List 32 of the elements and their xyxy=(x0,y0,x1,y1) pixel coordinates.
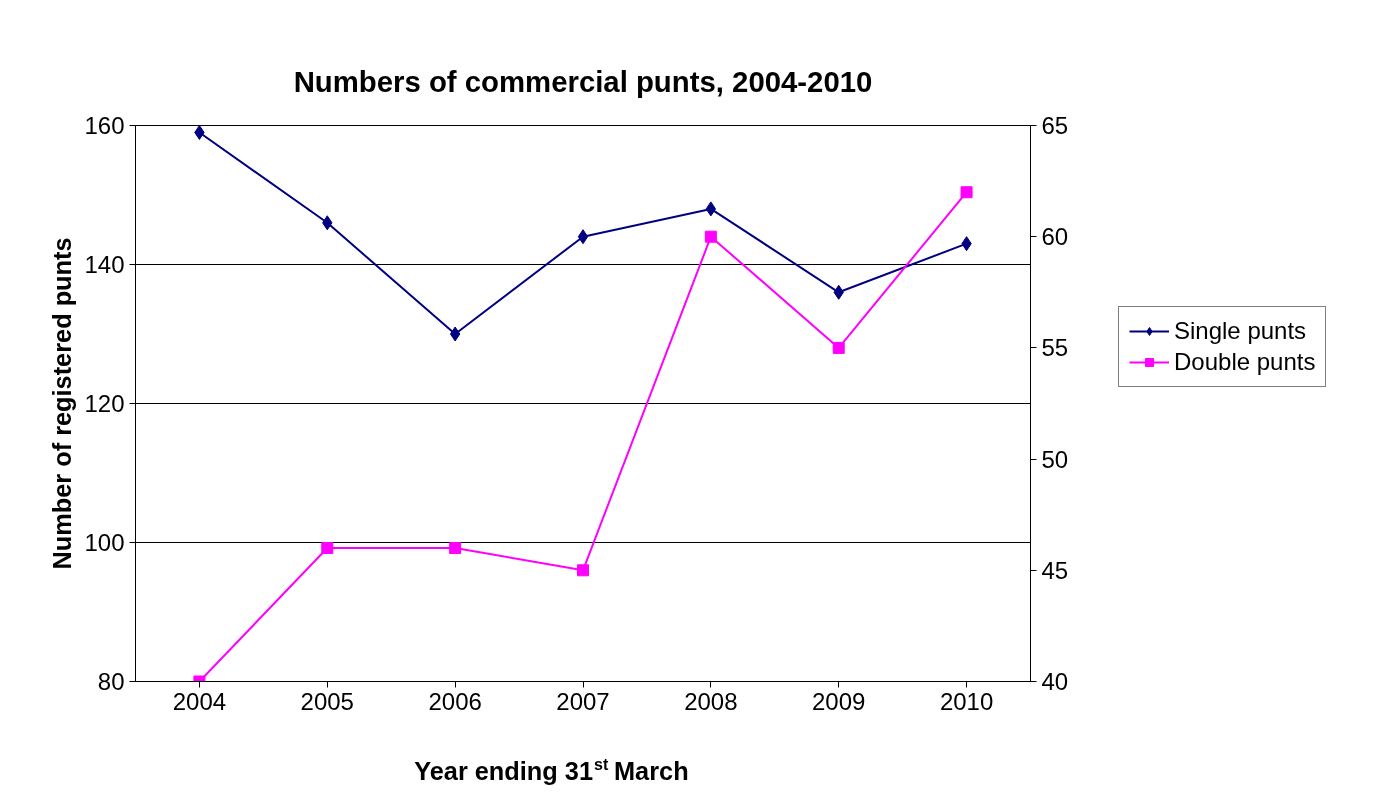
point xyxy=(704,230,717,243)
y-tick-label: 100 xyxy=(84,529,125,556)
point xyxy=(960,186,973,199)
y2-tick-label: 45 xyxy=(1041,556,1069,584)
x-tick-label: 2006 xyxy=(428,687,482,715)
x-tick-label: 2005 xyxy=(300,687,354,715)
point xyxy=(449,326,461,342)
y-tick-label: 120 xyxy=(84,390,125,417)
y-tick-label: 160 xyxy=(84,112,125,139)
x-tick-label: 2008 xyxy=(684,687,738,715)
legend-label: Single punts xyxy=(1174,317,1307,345)
point xyxy=(577,564,589,577)
x-tick-label: 2010 xyxy=(939,687,994,715)
legend-label: Double punts xyxy=(1174,348,1316,376)
point xyxy=(321,542,334,555)
y2-tick-label: 60 xyxy=(1041,223,1069,251)
y-tick-label: 80 xyxy=(97,668,125,695)
point xyxy=(194,125,205,140)
point xyxy=(577,229,589,245)
chart-title: Numbers of commercial punts, 2004-2010 xyxy=(293,65,873,98)
y-axis-title: Number of registered punts xyxy=(48,237,77,570)
point xyxy=(832,341,845,354)
point xyxy=(449,542,462,555)
point xyxy=(705,201,717,217)
x-tick-label: 2004 xyxy=(172,687,227,715)
y-tick-label: 140 xyxy=(84,251,125,278)
y2-tick-label: 40 xyxy=(1041,668,1069,695)
y2-tick-label: 55 xyxy=(1041,334,1069,362)
y2-tick-label: 50 xyxy=(1041,445,1069,473)
x-tick-label: 2009 xyxy=(812,687,866,715)
y2-tick-label: 65 xyxy=(1041,112,1069,139)
x-tick-label: 2007 xyxy=(556,687,610,715)
